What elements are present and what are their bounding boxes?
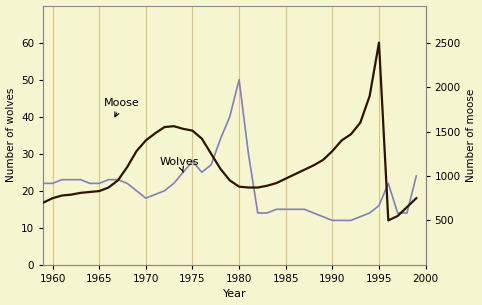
Y-axis label: Number of wolves: Number of wolves: [6, 88, 15, 182]
Text: Moose: Moose: [104, 98, 140, 117]
Text: Wolves: Wolves: [160, 157, 200, 172]
X-axis label: Year: Year: [223, 289, 246, 300]
Y-axis label: Number of moose: Number of moose: [467, 88, 476, 182]
